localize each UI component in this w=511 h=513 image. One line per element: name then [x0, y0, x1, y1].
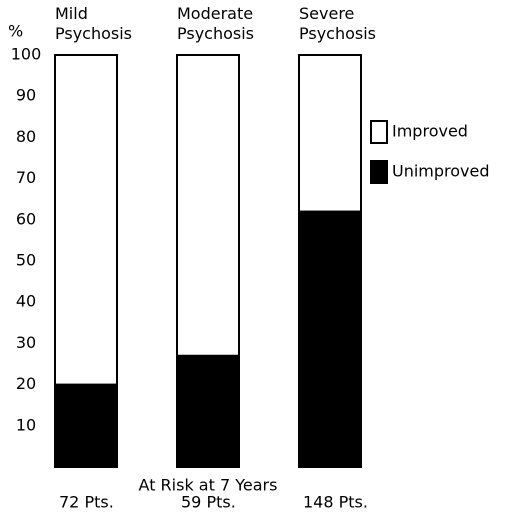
legend-swatch: [370, 120, 388, 144]
category-label: Severe Psychosis: [299, 4, 376, 43]
y-tick-label: 70: [16, 168, 36, 187]
bar-segment: [298, 210, 362, 468]
y-tick-label: 30: [16, 333, 36, 352]
bar-label: 148 Pts.: [303, 493, 368, 512]
y-tick-label: 100: [11, 45, 42, 64]
y-axis-label: %: [8, 22, 23, 41]
category-label: Mild Psychosis: [55, 4, 132, 43]
y-tick-label: 20: [16, 374, 36, 393]
y-tick-label: 60: [16, 209, 36, 228]
legend-label: Unimproved: [392, 162, 490, 181]
bar-segment: [54, 54, 118, 386]
bar-label: 72 Pts.: [59, 493, 114, 512]
bar-segment: [54, 383, 118, 469]
y-tick-label: 40: [16, 292, 36, 311]
legend-swatch: [370, 160, 388, 184]
legend-label: Improved: [392, 122, 468, 141]
category-label: Moderate Psychosis: [177, 4, 254, 43]
y-tick-label: 10: [16, 415, 36, 434]
bar-label: 59 Pts.: [181, 493, 236, 512]
y-tick-label: 90: [16, 86, 36, 105]
y-tick-label: 50: [16, 251, 36, 270]
bar-segment: [298, 54, 362, 213]
bar-segment: [176, 354, 240, 469]
annotation: At Risk at 7 Years: [139, 476, 278, 495]
y-tick-label: 80: [16, 127, 36, 146]
bar-segment: [176, 54, 240, 357]
